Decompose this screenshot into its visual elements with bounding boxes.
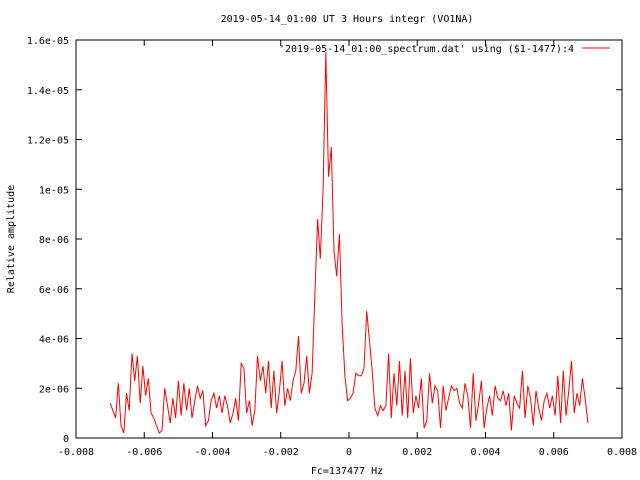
x-tick-label: 0.008 [607,447,637,458]
x-tick-label: -0.008 [58,447,94,458]
x-tick-label: 0.002 [402,447,432,458]
y-axis-label: Relative amplitude [6,185,17,293]
series-line [109,52,589,434]
y-tick-label: 0 [63,434,69,445]
x-axis-ticks: -0.008 -0.006 -0.004 -0.002 0 0.002 0.004 0.006… [58,40,637,458]
y-tick-label: 1e-05 [39,185,69,196]
y-tick-label: 1.6e-05 [27,36,69,47]
legend-label: '2019-05-14_01:00_spectrum.dat' using ($… [279,44,574,55]
y-tick-label: 1.2e-05 [27,136,69,147]
x-tick-label: -0.004 [194,447,230,458]
x-tick-label: 0.006 [539,447,569,458]
y-tick-label: 4e-06 [39,335,69,346]
x-tick-label: -0.002 [263,447,299,458]
x-axis-label: Fc=137477 Hz [311,466,383,477]
x-tick-label: 0.004 [470,447,500,458]
x-tick-label: -0.006 [126,447,162,458]
y-tick-label: 1.4e-05 [27,86,69,97]
y-tick-label: 6e-06 [39,285,69,296]
x-tick-label: 0 [346,447,352,458]
y-tick-label: 2e-06 [39,384,69,395]
y-axis-ticks: 0 2e-06 4e-06 6e-06 8e-06 1e-05 1.2e-05 1.4e-05… [27,36,622,445]
y-tick-label: 8e-06 [39,235,69,246]
plot-frame [75,39,623,439]
chart-title: 2019-05-14_01:00 UT 3 Hours integr (VO1N… [221,14,474,25]
